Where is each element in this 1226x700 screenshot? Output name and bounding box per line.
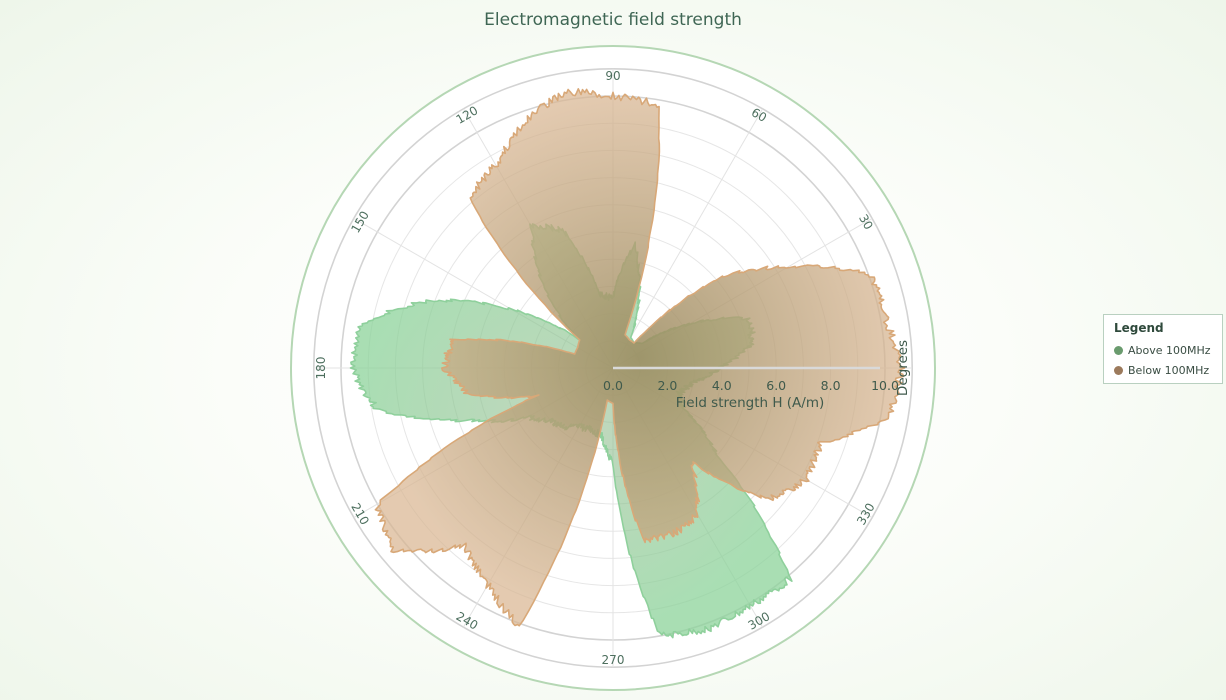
angular-axis-title: Degrees xyxy=(895,340,911,396)
legend-title: Legend xyxy=(1114,321,1164,335)
legend-swatch xyxy=(1114,365,1123,375)
radial-axis-title: Field strength H (A/m) xyxy=(676,395,825,411)
angle-tick-label: 90 xyxy=(605,69,620,83)
series-layer xyxy=(349,88,906,639)
radial-tick-label: 2.0 xyxy=(657,378,677,393)
angle-tick-label: 60 xyxy=(749,105,769,125)
angle-tick-label: 30 xyxy=(856,212,876,232)
legend-item-above-100mhz[interactable]: Above 100MHz xyxy=(1114,340,1222,360)
series-area-below-100mhz[interactable] xyxy=(374,88,906,627)
radial-tick-label: 10.0 xyxy=(871,378,899,393)
legend-swatch xyxy=(1114,345,1123,355)
radial-tick-label: 4.0 xyxy=(712,378,732,393)
chart-title: Electromagnetic field strength xyxy=(484,10,742,30)
radial-tick-label: 6.0 xyxy=(766,378,786,393)
legend: Legend Above 100MHz Below 100MHz xyxy=(1103,314,1223,384)
legend-label: Above 100MHz xyxy=(1128,343,1211,357)
legend-label: Below 100MHz xyxy=(1128,363,1210,377)
radial-tick-label: 8.0 xyxy=(821,378,841,393)
angle-tick-label: 270 xyxy=(602,653,625,667)
legend-item-below-100mhz[interactable]: Below 100MHz xyxy=(1114,360,1222,380)
labels: Field strength H (A/m) Degrees 906030330… xyxy=(314,69,911,667)
radial-tick-label: 0.0 xyxy=(603,378,623,393)
grid-spoke xyxy=(612,108,764,369)
angle-tick-label: 180 xyxy=(314,357,328,380)
